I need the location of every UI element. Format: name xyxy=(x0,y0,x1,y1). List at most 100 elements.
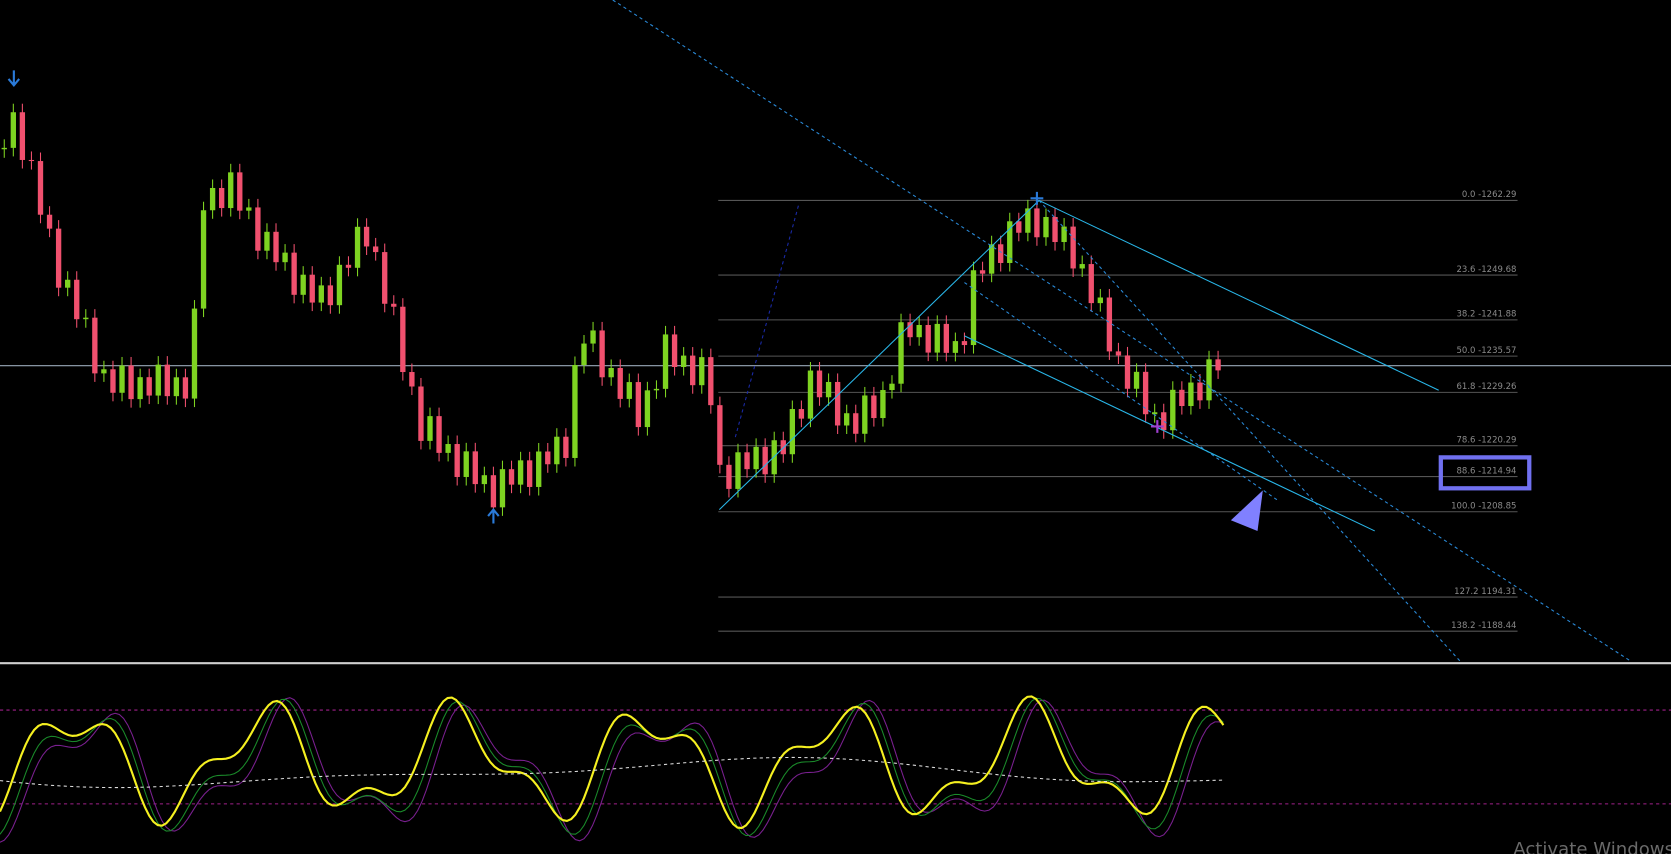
candle-body xyxy=(590,330,596,344)
candle-body xyxy=(1215,359,1221,371)
candle-body xyxy=(164,364,170,397)
candle-body xyxy=(517,460,524,485)
candle-body xyxy=(934,323,940,353)
oscillator-signal xyxy=(0,697,1224,843)
candle-body xyxy=(128,365,134,400)
candle-body xyxy=(708,357,714,406)
candle-body xyxy=(925,325,931,353)
trend-line xyxy=(612,0,1631,662)
candle-body xyxy=(101,369,107,374)
fib-label: 38.2 -1241.88 xyxy=(1457,310,1517,320)
candle-body xyxy=(862,395,868,434)
markers xyxy=(7,70,1164,524)
candle-body xyxy=(581,343,587,366)
candle-body xyxy=(617,367,623,399)
candle-body xyxy=(146,377,152,396)
candle-body xyxy=(65,279,71,288)
candle-body xyxy=(762,446,768,475)
candle-body xyxy=(37,161,44,215)
candle-body xyxy=(1161,412,1167,431)
candle-body xyxy=(680,355,687,367)
highlight-box xyxy=(1438,455,1532,491)
candle-body xyxy=(300,274,306,295)
fib-label: 23.6 -1249.68 xyxy=(1457,265,1517,275)
candle-body xyxy=(1,147,7,150)
oscillator-signal xyxy=(0,697,1224,837)
candle-body xyxy=(1206,359,1212,401)
candles xyxy=(1,103,1221,516)
fractal-marker xyxy=(1030,191,1044,205)
fib-label: 0.0 -1262.29 xyxy=(1462,190,1517,200)
candle-body xyxy=(834,381,841,426)
candle-body xyxy=(1097,297,1103,304)
fib-label: 61.8 -1229.26 xyxy=(1457,382,1517,392)
trend-lines xyxy=(612,0,1631,662)
candle-body xyxy=(671,334,678,367)
candle-body xyxy=(1025,208,1031,233)
candle-body xyxy=(807,370,814,419)
candle-body xyxy=(327,285,334,306)
candle-body xyxy=(961,341,968,346)
candle-body xyxy=(988,244,995,274)
candle-body xyxy=(1088,264,1094,304)
candle-body xyxy=(409,372,415,387)
candle-body xyxy=(472,451,478,485)
candle-body xyxy=(345,264,352,268)
candle-body xyxy=(246,207,252,211)
candle-body xyxy=(690,355,696,386)
candle-body xyxy=(554,436,560,465)
candle-body xyxy=(998,244,1004,263)
candle-body xyxy=(844,413,850,426)
candle-body xyxy=(1179,389,1185,407)
candle-body xyxy=(28,159,35,162)
candle-body xyxy=(83,317,89,320)
candle-body xyxy=(871,395,877,419)
watermark: Activate Windows xyxy=(1513,839,1671,854)
candle-body xyxy=(209,187,216,211)
candle-body xyxy=(1079,264,1085,269)
candle-body xyxy=(19,112,26,160)
candle-body xyxy=(1188,382,1194,407)
candle-body xyxy=(907,322,913,338)
candle-body xyxy=(798,409,805,419)
candle-body xyxy=(1052,216,1058,243)
candle-body xyxy=(191,308,198,399)
candle-body xyxy=(382,252,388,304)
candle-body xyxy=(237,172,243,211)
candle-body xyxy=(418,386,424,441)
candle-body xyxy=(789,409,796,455)
candle-body xyxy=(508,469,515,485)
candle-body xyxy=(726,464,732,489)
candle-body xyxy=(363,226,370,247)
candle-body xyxy=(753,446,759,470)
fib-base-line xyxy=(718,200,1040,511)
candle-body xyxy=(46,214,53,229)
candle-body xyxy=(1197,382,1203,401)
candle-body xyxy=(454,444,460,477)
candle-body xyxy=(463,451,469,477)
candle-body xyxy=(717,405,723,465)
candle-body xyxy=(608,367,614,378)
candle-body xyxy=(264,231,270,251)
up-arrow xyxy=(487,507,500,524)
candle-body xyxy=(889,383,895,391)
candle-body xyxy=(119,365,125,393)
candle-body xyxy=(273,231,279,263)
candle-body xyxy=(853,413,859,434)
candle-body xyxy=(282,252,288,263)
candle-body xyxy=(825,381,832,398)
fib-label: 50.0 -1235.57 xyxy=(1457,346,1517,356)
candle-body xyxy=(1061,226,1067,243)
fib-label: 127.2 1194.31 xyxy=(1454,587,1516,597)
candle-body xyxy=(1070,226,1076,269)
candle-body xyxy=(1007,221,1013,263)
candle-body xyxy=(499,469,506,508)
candle-body xyxy=(291,252,297,295)
candle-body xyxy=(943,323,949,353)
candle-body xyxy=(735,452,741,489)
candle-body xyxy=(1170,389,1176,431)
candle-body xyxy=(653,388,660,391)
pointer-arrow xyxy=(1230,490,1263,531)
